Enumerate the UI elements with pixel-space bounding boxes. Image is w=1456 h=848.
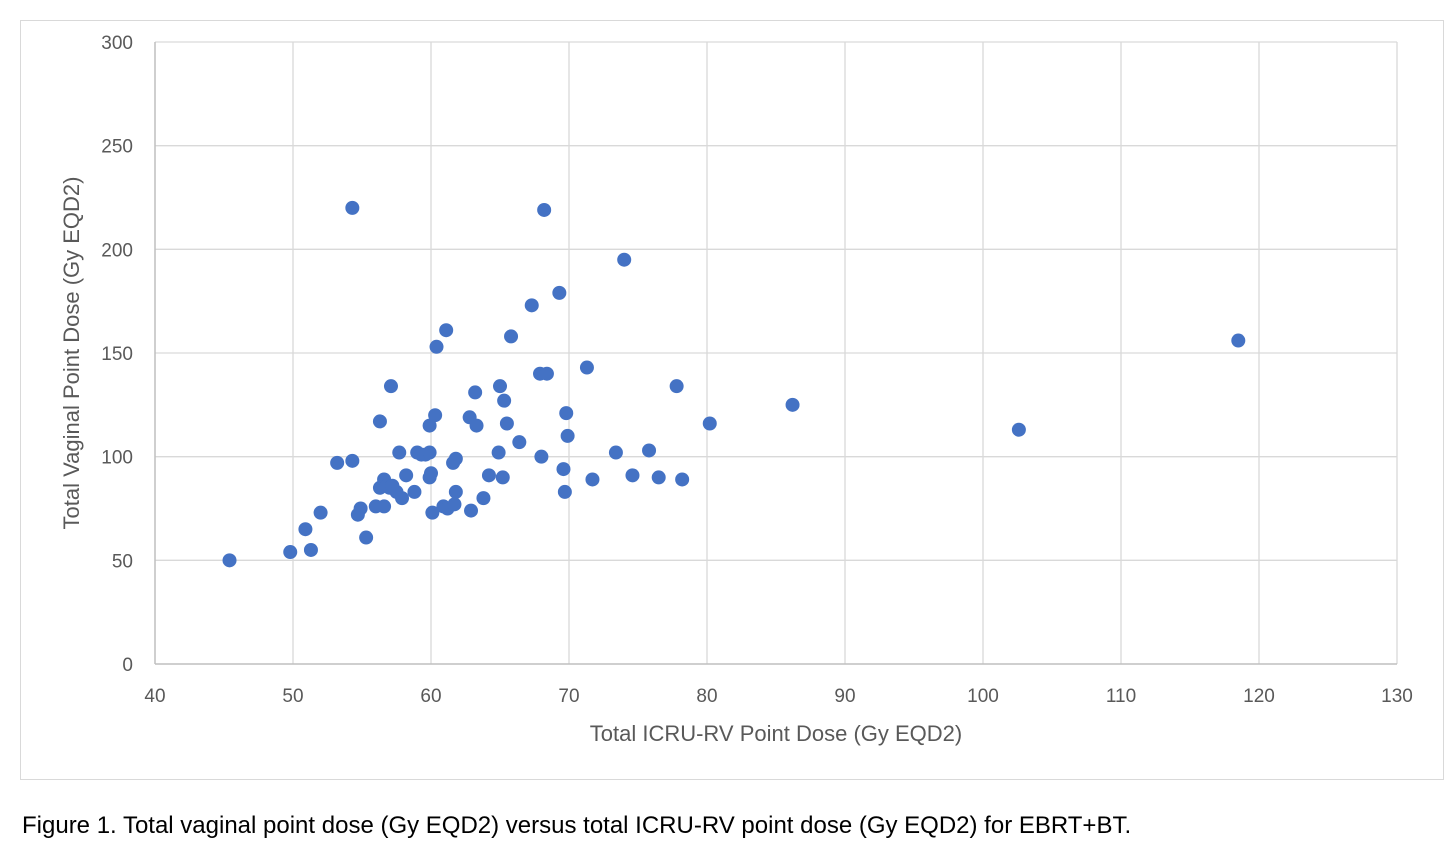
x-tick-label: 80 — [696, 686, 717, 707]
data-point — [481, 468, 496, 483]
data-point — [429, 339, 444, 354]
data-point — [559, 406, 574, 421]
data-point — [512, 435, 527, 450]
data-point — [669, 379, 684, 394]
data-point — [283, 545, 298, 560]
y-tick-label: 150 — [101, 344, 133, 365]
tick-labels: 0 50 100 150 200 250 300 40 50 60 70 80 90 100 110 120 1… — [101, 33, 1413, 707]
data-points — [222, 200, 1246, 568]
data-point — [359, 530, 374, 545]
data-point — [345, 200, 360, 215]
data-point — [499, 416, 514, 431]
data-point — [617, 252, 632, 267]
data-point — [399, 468, 414, 483]
data-point — [424, 466, 438, 481]
data-point — [504, 329, 519, 344]
y-tick-label: 0 — [122, 655, 133, 676]
y-axis-title: Total Vaginal Point Dose (Gy EQD2) — [59, 177, 84, 530]
data-point — [222, 553, 237, 568]
x-tick-label: 100 — [967, 686, 999, 707]
data-point — [464, 503, 479, 518]
data-point — [448, 451, 463, 466]
data-point — [425, 505, 440, 520]
data-point — [534, 449, 549, 464]
y-tick-label: 300 — [101, 33, 133, 54]
y-tick-label: 50 — [112, 551, 133, 572]
x-tick-label: 90 — [834, 686, 855, 707]
data-point — [556, 462, 571, 477]
y-tick-label: 200 — [101, 240, 133, 261]
figure-caption: Figure 1. Total vaginal point dose (Gy E… — [22, 812, 1132, 839]
y-tick-label: 100 — [101, 448, 133, 469]
data-point — [585, 472, 600, 487]
data-point — [491, 445, 506, 460]
data-point — [468, 385, 483, 400]
x-tick-label: 50 — [282, 686, 303, 707]
data-point — [625, 468, 640, 483]
data-point — [448, 484, 463, 499]
data-point — [422, 445, 437, 460]
data-point — [537, 202, 552, 217]
x-tick-label: 70 — [558, 686, 579, 707]
data-point — [447, 497, 462, 512]
y-tick-label: 250 — [101, 137, 133, 158]
data-point — [557, 484, 572, 499]
data-point — [469, 418, 484, 433]
axes — [154, 42, 1397, 665]
data-point — [395, 491, 410, 506]
data-point — [560, 428, 575, 443]
data-point — [539, 366, 554, 381]
data-point — [439, 323, 454, 338]
data-point — [476, 491, 491, 506]
data-point — [493, 379, 507, 394]
chart-frame: 0 50 100 150 200 250 300 40 50 60 70 80 90 100 110 120 1… — [20, 20, 1444, 780]
data-point — [303, 542, 318, 557]
data-point — [372, 414, 387, 429]
data-point — [428, 408, 443, 423]
data-point — [313, 505, 328, 520]
data-point — [345, 453, 360, 468]
data-point — [608, 445, 623, 460]
data-point — [497, 393, 512, 408]
data-point — [407, 484, 422, 499]
data-point — [675, 472, 690, 487]
data-point — [642, 443, 657, 458]
data-point — [495, 470, 510, 485]
data-point — [785, 397, 800, 412]
data-point — [1011, 422, 1026, 437]
data-point — [383, 379, 398, 394]
x-tick-label: 110 — [1106, 686, 1136, 707]
data-point — [651, 470, 666, 485]
data-point — [330, 455, 345, 470]
x-tick-label: 130 — [1381, 686, 1413, 707]
x-axis-title: Total ICRU-RV Point Dose (Gy EQD2) — [590, 721, 962, 746]
data-point — [377, 499, 392, 514]
data-point — [298, 522, 313, 537]
data-point — [552, 285, 567, 300]
scatter-chart: 0 50 100 150 200 250 300 40 50 60 70 80 90 100 110 120 1… — [59, 33, 1413, 746]
data-point — [392, 445, 407, 460]
data-point — [353, 501, 368, 516]
data-point — [422, 418, 437, 433]
x-tick-label: 60 — [420, 686, 441, 707]
data-point — [702, 416, 717, 431]
grid-lines — [155, 41, 1398, 664]
data-point — [1231, 333, 1246, 348]
x-tick-label: 40 — [144, 686, 165, 707]
data-point — [524, 298, 539, 313]
data-point — [579, 360, 594, 375]
x-tick-label: 120 — [1243, 686, 1275, 707]
